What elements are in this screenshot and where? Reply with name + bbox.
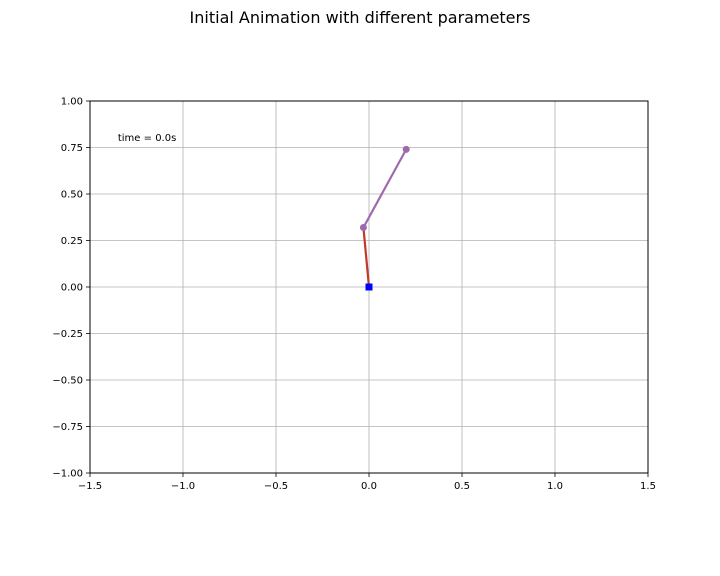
x-tick-label: −1.5 [78, 481, 102, 492]
y-tick-label: 0.75 [61, 143, 83, 154]
x-tick-label: 0.5 [454, 481, 470, 492]
y-tick-label: −0.75 [52, 422, 83, 433]
x-tick-label: −0.5 [264, 481, 288, 492]
x-tick-label: −1.0 [171, 481, 195, 492]
x-tick-label: 0.0 [361, 481, 377, 492]
pendulum-rod-2 [362, 148, 408, 229]
y-tick-label: −1.00 [52, 469, 83, 480]
series-layer [359, 145, 410, 291]
pendulum-rod-1 [362, 226, 371, 289]
pivot-marker [365, 283, 373, 291]
y-tick-label: 0.25 [61, 236, 83, 247]
y-tick-label: 1.00 [61, 97, 83, 108]
x-tick-label: 1.5 [640, 481, 656, 492]
x-tick-label: 1.0 [547, 481, 563, 492]
y-tick-label: 0.00 [61, 283, 83, 294]
time-annotation: time = 0.0s [118, 133, 176, 144]
y-tick-label: 0.50 [61, 190, 83, 201]
tick-marks: −1.5 −1.0 −0.5 0.0 0.5 1.0 1.5 −1.00 −0.75 −0.50 −… [52, 97, 656, 493]
y-tick-label: −0.25 [52, 329, 83, 340]
y-tick-label: −0.50 [52, 376, 83, 387]
chart-title: Initial Animation with different paramet… [189, 8, 531, 27]
pendulum-bob-point [402, 145, 410, 153]
pendulum-bob-point [359, 223, 367, 231]
